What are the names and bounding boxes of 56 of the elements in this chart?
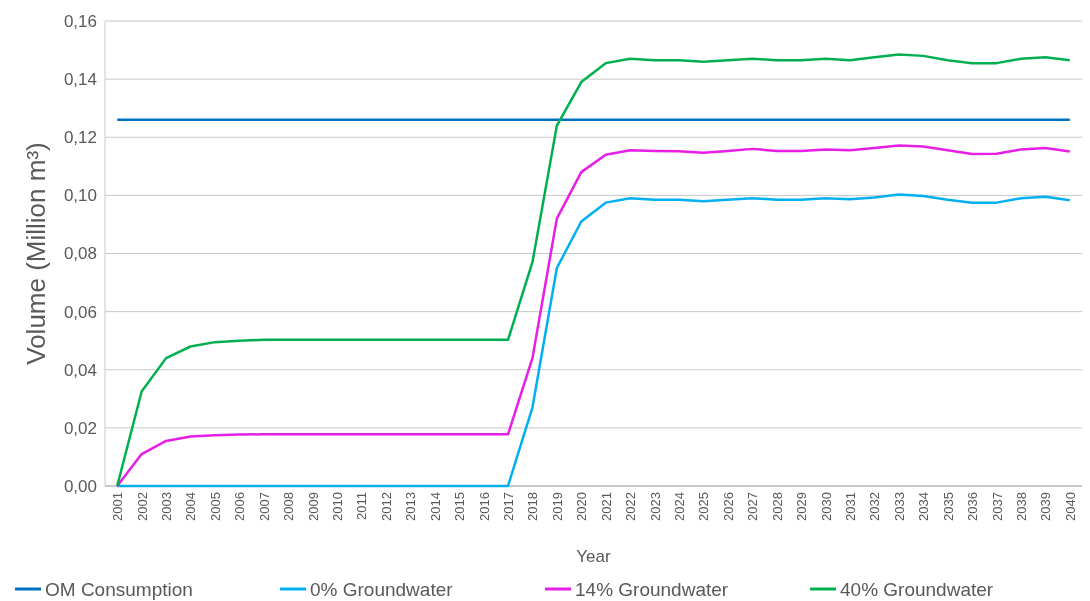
x-tick-label: 2004 (183, 492, 199, 521)
x-tick-label: 2002 (134, 492, 150, 521)
x-tick-label: 2028 (769, 492, 785, 521)
x-tick-label: 2039 (1038, 492, 1054, 521)
x-tick-label: 2024 (671, 492, 687, 521)
x-tick-label: 2030 (818, 492, 834, 521)
x-tick-label: 2040 (1062, 492, 1078, 521)
y-tick-label: 0,08 (63, 244, 97, 264)
x-tick-label: 2018 (525, 492, 541, 521)
x-tick-label: 2020 (574, 492, 590, 521)
x-tick-label: 2038 (1013, 492, 1029, 521)
x-tick-label: 2021 (598, 492, 614, 521)
x-tick-label: 2005 (207, 492, 223, 521)
x-tick-label: 2023 (647, 492, 663, 521)
x-tick-label: 2007 (256, 492, 272, 521)
x-tick-label: 2036 (965, 492, 981, 521)
x-tick-label: 2034 (916, 492, 932, 521)
x-tick-label: 2006 (232, 492, 248, 521)
x-axis-title: Year (576, 547, 612, 566)
x-tick-label: 2010 (330, 492, 346, 521)
x-tick-label: 2019 (549, 492, 565, 521)
x-tick-label: 2033 (891, 492, 907, 521)
y-axis-title: Volume (Million m³) (21, 142, 51, 365)
legend-label: 40% Groundwater (840, 578, 994, 600)
x-tick-label: 2016 (476, 492, 492, 521)
y-tick-label: 0,02 (63, 418, 97, 438)
x-tick-label: 2035 (940, 492, 956, 521)
x-tick-label: 2026 (720, 492, 736, 521)
x-tick-label: 2032 (867, 492, 883, 521)
x-tick-label: 2001 (110, 492, 126, 521)
x-tick-label: 2013 (403, 492, 419, 521)
line-series (115, 53, 1072, 488)
y-tick-label: 0,16 (63, 11, 97, 31)
x-tick-label: 2014 (427, 492, 443, 521)
y-tick-label: 0,06 (63, 302, 97, 322)
x-tick-label: 2025 (696, 492, 712, 521)
x-tick-label: 2008 (281, 492, 297, 521)
x-tick-label: 2027 (745, 492, 761, 521)
y-tick-label: 0,04 (63, 360, 97, 380)
y-tick-label: 0,12 (63, 128, 97, 148)
x-tick-label: 2011 (354, 492, 370, 520)
x-tick-label: 2015 (452, 492, 468, 521)
x-tick-label: 2003 (159, 492, 175, 521)
x-tick-label: 2037 (989, 492, 1005, 521)
y-tick-label: 0,14 (63, 70, 97, 90)
x-tick-label: 2009 (305, 492, 321, 521)
x-tick-label: 2029 (794, 492, 810, 521)
legend-label: 0% Groundwater (310, 578, 454, 600)
legend-label: 14% Groundwater (575, 578, 729, 600)
x-tick-label: 2017 (501, 492, 517, 521)
x-tick-label: 2022 (623, 492, 639, 521)
x-tick-label: 2012 (378, 492, 394, 521)
x-tick-label: 2031 (842, 492, 858, 521)
y-tick-label: 0,00 (63, 476, 97, 496)
y-tick-label: 0,10 (63, 186, 97, 206)
legend-label: OM Consumption (45, 578, 193, 600)
